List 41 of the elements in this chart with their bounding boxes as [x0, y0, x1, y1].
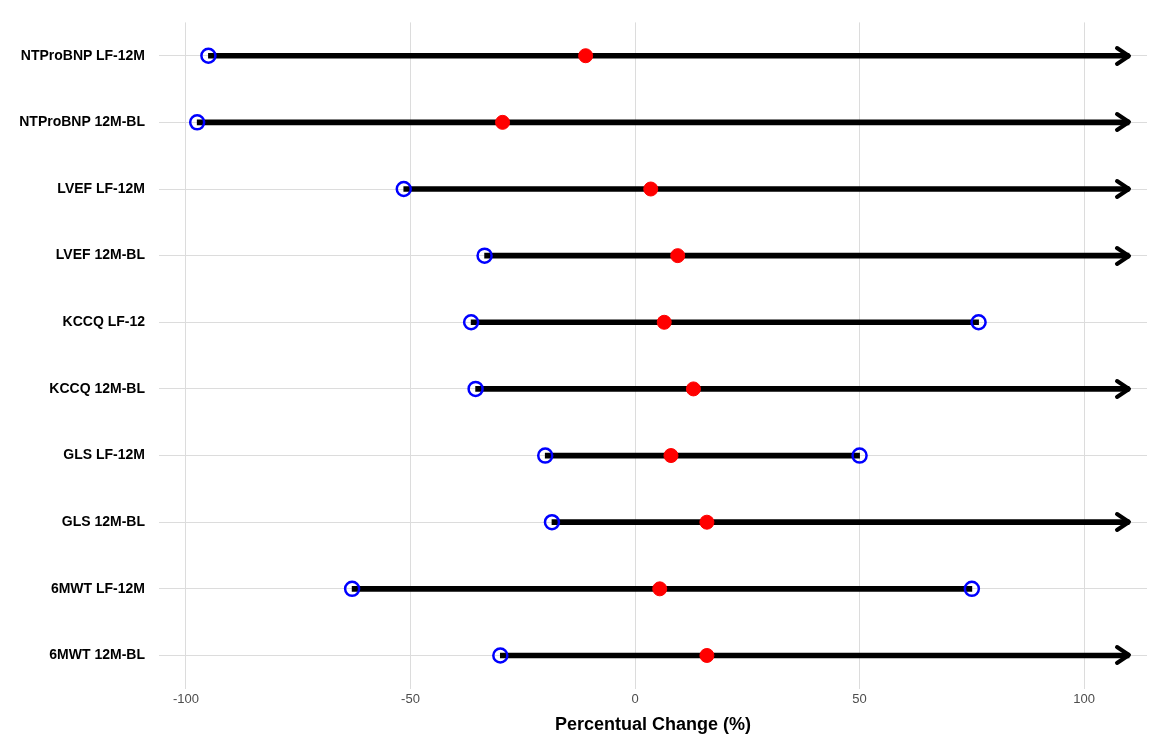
- point: [492, 647, 509, 664]
- point: [656, 314, 672, 330]
- y-tick-label: NTProBNP LF-12M: [20, 46, 146, 63]
- point: [462, 314, 480, 331]
- y-tick-label: KCCQ 12M-BL: [49, 379, 146, 396]
- y-tick-label: LVEF 12M-BL: [55, 246, 146, 263]
- y-tick-label: KCCQ LF-12: [62, 313, 146, 330]
- y-tick-label: 6MWT LF-12M: [50, 579, 146, 596]
- point: [200, 47, 217, 64]
- point: [536, 447, 554, 464]
- point: [495, 114, 511, 130]
- y-tick-label: LVEF LF-12M: [57, 179, 146, 196]
- point: [970, 314, 987, 331]
- bar: [470, 319, 979, 326]
- x-tick-label: -50: [401, 691, 420, 707]
- point: [395, 180, 413, 198]
- point: [188, 114, 206, 131]
- y-tick-label: GLS 12M-BL: [61, 513, 146, 530]
- x-tick-label: -100: [172, 691, 199, 707]
- y-tick-label: NTProBNP 12M-BL: [19, 113, 146, 130]
- bar: [351, 586, 973, 592]
- point: [663, 448, 679, 464]
- point: [685, 381, 701, 397]
- point: [963, 580, 981, 598]
- x-tick-label: 50: [852, 691, 867, 707]
- x-tick-label: 0: [631, 691, 639, 707]
- point: [343, 580, 361, 598]
- point: [699, 647, 715, 663]
- y-tick-label: 6MWT 12M-BL: [49, 646, 146, 663]
- point: [699, 514, 715, 530]
- point: [652, 581, 668, 597]
- point: [543, 513, 561, 531]
- y-tick-label: GLS LF-12M: [63, 446, 146, 463]
- x-axis-title: Percentual Change (%): [554, 714, 752, 735]
- point: [578, 48, 594, 64]
- point: [670, 248, 686, 264]
- point: [476, 247, 493, 264]
- point: [467, 380, 484, 398]
- x-tick-label: 100: [1073, 691, 1095, 707]
- point: [851, 447, 868, 464]
- point: [643, 181, 659, 197]
